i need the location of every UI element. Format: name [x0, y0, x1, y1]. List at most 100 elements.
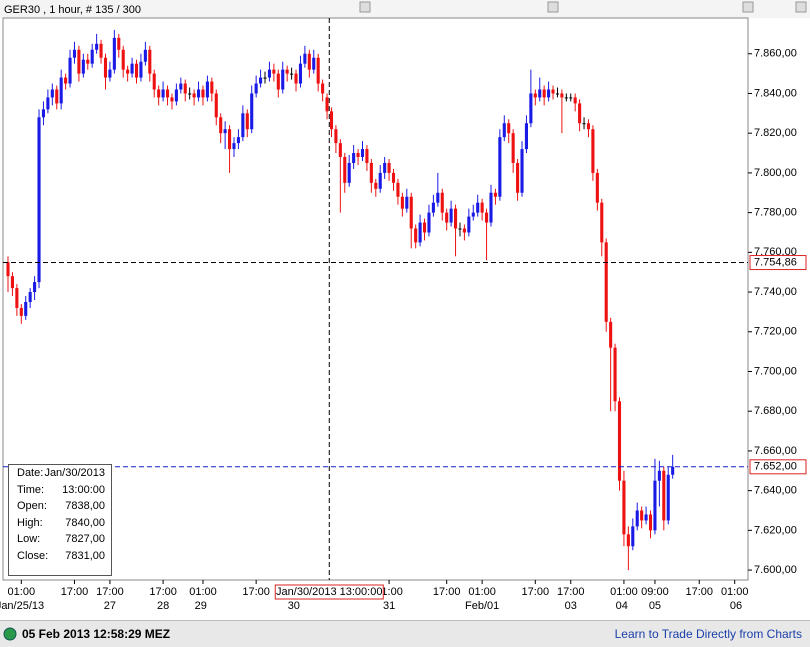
- candle-body: [312, 57, 316, 70]
- candle-body: [228, 129, 232, 150]
- candle-body: [453, 208, 458, 229]
- candle-body: [250, 93, 254, 130]
- candle-body: [586, 123, 591, 130]
- candle-body: [644, 514, 648, 521]
- candle-body: [626, 534, 630, 547]
- candle-body: [582, 123, 586, 125]
- candle-body: [622, 480, 626, 535]
- candle-body: [55, 89, 59, 104]
- candle-body: [449, 208, 453, 223]
- candle-body: [564, 97, 568, 99]
- x-tick-label: 01:00: [8, 586, 36, 598]
- candle-body: [241, 113, 245, 138]
- candle-body: [343, 157, 347, 183]
- candle-body: [471, 212, 475, 217]
- candle-body: [648, 514, 653, 531]
- candle-body: [595, 172, 599, 203]
- candle-body: [542, 89, 546, 98]
- candle-body: [99, 43, 103, 58]
- candle-body: [600, 202, 604, 243]
- info-row: Low: 7827,00: [9, 531, 111, 548]
- candle-body: [414, 228, 418, 243]
- candle-body: [126, 69, 130, 74]
- candle-body: [516, 162, 520, 193]
- info-row: Open: 7838,00: [9, 498, 111, 515]
- date-label: 29: [195, 600, 207, 612]
- candle-body: [236, 137, 240, 144]
- candle-body: [232, 143, 236, 150]
- candle-body: [391, 172, 396, 183]
- x-tick-label: 17:00: [96, 586, 124, 598]
- candle-body: [547, 89, 551, 98]
- candle-body: [365, 149, 369, 163]
- candle-body: [205, 81, 209, 98]
- candle-body: [81, 59, 85, 74]
- status-bar: 05 Feb 2013 12:58:29 MEZ Learn to Trade …: [0, 620, 810, 647]
- status-time: 05 Feb 2013 12:58:29 MEZ: [22, 627, 171, 641]
- candle-body: [152, 73, 156, 90]
- candle-body: [41, 109, 46, 118]
- candle-body: [666, 474, 670, 521]
- x-tick-label: 17:00: [149, 586, 177, 598]
- candle-body: [485, 212, 489, 223]
- info-value: Jan/30/2013: [44, 467, 105, 480]
- y-tick-label: 7.780,00: [754, 207, 797, 219]
- candle-body: [498, 137, 502, 197]
- candle-body: [134, 63, 139, 78]
- status-icon: [3, 627, 17, 641]
- candle-body: [303, 53, 307, 64]
- candle-body: [130, 63, 134, 74]
- y-tick-label: 7.640,00: [754, 485, 797, 497]
- x-tick-label: 17:00: [242, 586, 270, 598]
- candle-body: [294, 73, 298, 84]
- info-value: 7831,00: [65, 549, 105, 562]
- info-key: Time:: [17, 483, 45, 496]
- candle-body: [192, 93, 196, 98]
- candle-body: [245, 113, 249, 130]
- candle-body: [445, 212, 449, 223]
- candle-body: [631, 526, 635, 547]
- candle-body: [396, 182, 400, 197]
- candle-body: [538, 89, 542, 98]
- candle-body: [201, 89, 205, 98]
- candle-body: [671, 466, 675, 475]
- crosshair-label: Jan/30/2013 13:00:00: [276, 586, 382, 598]
- candle-body: [10, 276, 14, 289]
- candle-body: [157, 89, 161, 98]
- candle-body: [409, 196, 413, 229]
- y-tick-label: 7.660,00: [754, 445, 797, 457]
- candle-body: [121, 49, 125, 70]
- candle-body: [86, 59, 90, 64]
- candle-body: [170, 97, 174, 102]
- info-key: Date:: [17, 467, 44, 480]
- x-tick-label: 17:00: [522, 586, 550, 598]
- candle-body: [489, 192, 493, 223]
- x-tick-label: 17:00: [685, 586, 713, 598]
- candle-body: [281, 69, 285, 90]
- promo-link[interactable]: Learn to Trade Directly from Charts: [614, 627, 802, 641]
- price-label: 7.754,86: [754, 256, 797, 268]
- candle-body: [24, 301, 28, 316]
- candle-body: [653, 480, 657, 531]
- candle-body: [28, 292, 32, 302]
- price-label-box: [749, 255, 807, 271]
- candle-body: [431, 202, 435, 213]
- candle-body: [95, 43, 99, 50]
- candle-body: [108, 69, 112, 78]
- x-tick-label: 01:00: [610, 586, 638, 598]
- candle-body: [334, 129, 338, 144]
- candle-body: [50, 89, 54, 98]
- date-label: 05: [649, 600, 661, 612]
- candle-body: [520, 149, 524, 193]
- candle-body: [422, 222, 427, 233]
- candle-body: [617, 401, 622, 481]
- candle-body: [37, 117, 41, 283]
- price-label-box: [749, 459, 807, 475]
- candle-body: [46, 97, 50, 110]
- plot-area: [2, 17, 749, 581]
- candle-body: [507, 123, 511, 134]
- info-box: Date: Jan/30/2013 Time: 13:00:00 Open: 7838,0…: [8, 464, 112, 576]
- info-key: Close:: [17, 549, 49, 562]
- candle-body: [613, 347, 617, 402]
- date-label: 03: [565, 600, 577, 612]
